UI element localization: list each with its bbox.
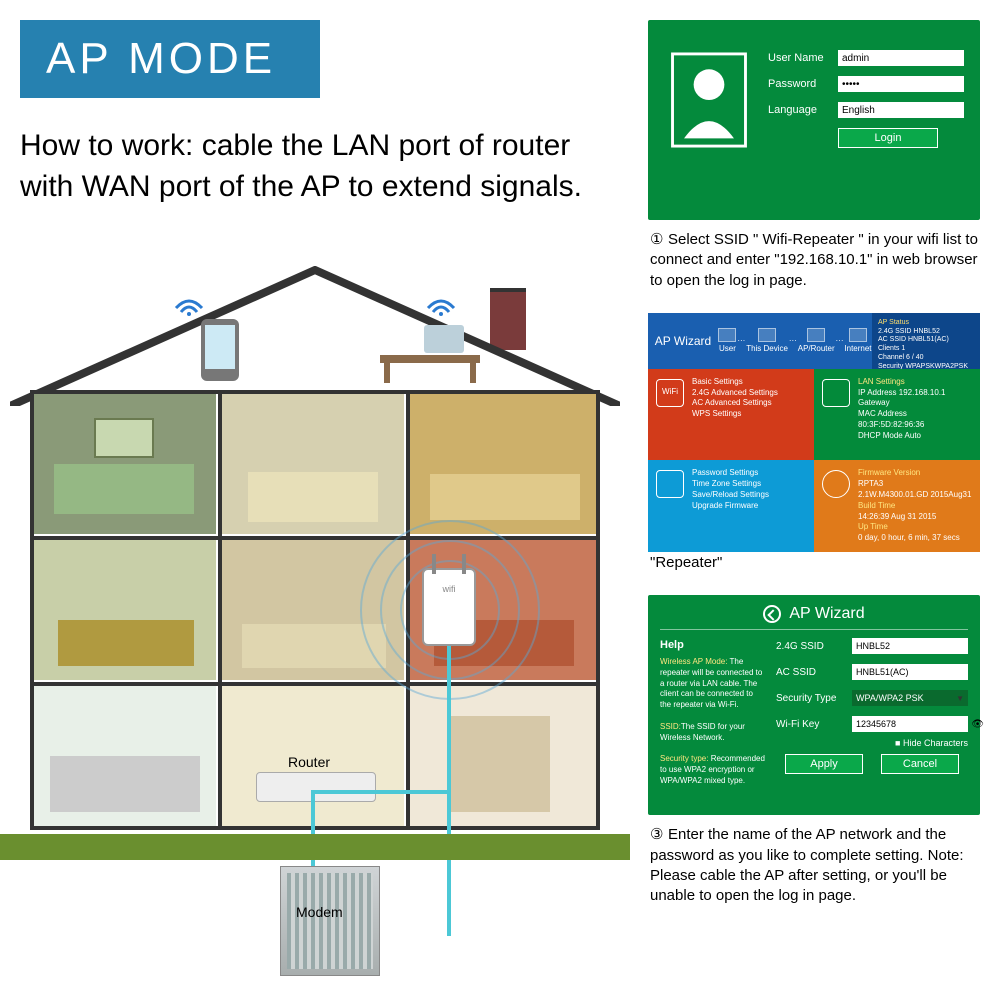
room-2: [222, 394, 404, 534]
wifi-icon: [426, 294, 456, 316]
wizard-title: AP Wizard: [660, 605, 968, 623]
room-3: [410, 394, 596, 534]
room-1: [34, 394, 216, 534]
wizard-help: Help Wireless AP Mode: The repeater will…: [660, 638, 766, 786]
wifi-icon: [174, 294, 204, 316]
step3-wizard-card: AP Wizard Help Wireless AP Mode: The rep…: [648, 595, 980, 815]
step3-caption: ③Enter the name of the AP network and th…: [650, 825, 978, 906]
wizard-title-text: AP Wizard: [789, 605, 864, 623]
attic-room-right: [340, 310, 520, 390]
user-input[interactable]: admin: [838, 50, 964, 66]
hide-chars[interactable]: ■ Hide Characters: [776, 738, 968, 748]
path-internet: Internet: [844, 344, 871, 353]
back-icon[interactable]: [763, 605, 781, 623]
key-input[interactable]: 12345678: [852, 716, 968, 732]
pass-label: Password: [768, 78, 838, 90]
step1-text: Select SSID " Wifi-Repeater " in your wi…: [650, 231, 978, 289]
wizard-form: 2.4G SSIDHNBL52 AC SSIDHNBL51(AC) Securi…: [776, 638, 968, 786]
router-label: Router: [288, 754, 330, 770]
key-label: Wi-Fi Key: [776, 719, 852, 730]
house-body: Router wifi: [30, 390, 600, 830]
step1-caption: ①Select SSID " Wifi-Repeater " in your w…: [650, 230, 978, 291]
room-9: [410, 686, 596, 826]
right-column: User Nameadmin Password••••• LanguageEng…: [648, 20, 980, 906]
ap-status: AP Status 2.4G SSID HNBL52 AC SSID HNBL5…: [872, 313, 980, 369]
ap-wizard-label[interactable]: AP Wizard: [648, 313, 718, 369]
help-heading: Help: [660, 638, 766, 653]
user-icon: [718, 328, 736, 342]
login-form: User Nameadmin Password••••• LanguageEng…: [768, 50, 964, 190]
apply-button[interactable]: Apply: [785, 754, 863, 774]
lang-select[interactable]: English: [838, 102, 964, 118]
lan-tile-icon: [822, 379, 850, 407]
path-aprouter: AP/Router: [798, 344, 835, 353]
house-diagram: Router wifi Modem: [0, 270, 630, 980]
repeater-device: wifi: [422, 568, 476, 646]
wifi-tile-icon: WiFi: [656, 379, 684, 407]
room-7: [34, 686, 216, 826]
attic: [30, 270, 600, 394]
ssid24-input[interactable]: HNBL52: [852, 638, 968, 654]
status-ssid24: 2.4G SSID HNBL52: [878, 328, 974, 337]
lang-label: Language: [768, 104, 838, 116]
internet-icon: [849, 328, 867, 342]
howto-text: How to work: cable the LAN port of route…: [20, 126, 610, 207]
dash-tiles: WiFi Basic Settings2.4G Advanced Setting…: [648, 369, 980, 552]
device-icon: [758, 328, 776, 342]
ssid24-label: 2.4G SSID: [776, 641, 852, 652]
dash-header: AP Wizard User ··· This Device ··· AP/Ro…: [648, 313, 980, 369]
status-clients: Clients 1: [878, 345, 974, 354]
sec-select[interactable]: WPA/WPA2 PSK: [852, 690, 968, 706]
step1-login-card: User Nameadmin Password••••• LanguageEng…: [648, 20, 980, 220]
gear-tile-icon: [656, 470, 684, 498]
ssidac-input[interactable]: HNBL51(AC): [852, 664, 968, 680]
info-tile-icon: [822, 470, 850, 498]
tile-lan[interactable]: LAN Settings IP Address 192.168.10.1Gate…: [814, 369, 980, 461]
path-user: User: [719, 344, 736, 353]
desk-icon: [370, 315, 490, 385]
left-column: AP MODE How to work: cable the LAN port …: [20, 20, 620, 207]
user-label: User Name: [768, 52, 838, 64]
attic-room-left: [150, 310, 290, 390]
step2-dashboard-card: AP Wizard User ··· This Device ··· AP/Ro…: [648, 313, 980, 523]
status-title: AP Status: [878, 319, 974, 328]
login-button[interactable]: Login: [838, 128, 938, 148]
router-icon: [256, 772, 376, 802]
ssidac-label: AC SSID: [776, 667, 852, 678]
sec-label: Security Type: [776, 693, 852, 704]
step3-text: Enter the name of the AP network and the…: [650, 826, 964, 904]
phone-icon: [195, 315, 245, 385]
modem-label: Modem: [296, 904, 343, 920]
modem-icon: [280, 866, 380, 976]
cable: [311, 790, 451, 794]
mode-banner: AP MODE: [20, 20, 320, 98]
avatar-icon: [664, 50, 754, 150]
cancel-button[interactable]: Cancel: [881, 754, 959, 774]
step1-num: ①: [650, 230, 668, 250]
tile-info[interactable]: Firmware Version RPTA32.1W.M4300.01.GD 2…: [814, 460, 980, 552]
connection-path: User ··· This Device ··· AP/Router ··· I…: [718, 313, 872, 369]
step3-num: ③: [650, 825, 668, 845]
aprouter-icon: [807, 328, 825, 342]
tile-settings[interactable]: Password SettingsTime Zone SettingsSave/…: [648, 460, 814, 552]
status-ssidac: AC SSID HNBL51(AC): [878, 336, 974, 345]
ground: [0, 834, 630, 860]
pass-input[interactable]: •••••: [838, 76, 964, 92]
repeater-label: wifi: [424, 584, 474, 594]
room-4: [34, 540, 216, 680]
path-device: This Device: [746, 344, 788, 353]
status-channel: Channel 6 / 40: [878, 354, 974, 363]
tile-wifi[interactable]: WiFi Basic Settings2.4G Advanced Setting…: [648, 369, 814, 461]
